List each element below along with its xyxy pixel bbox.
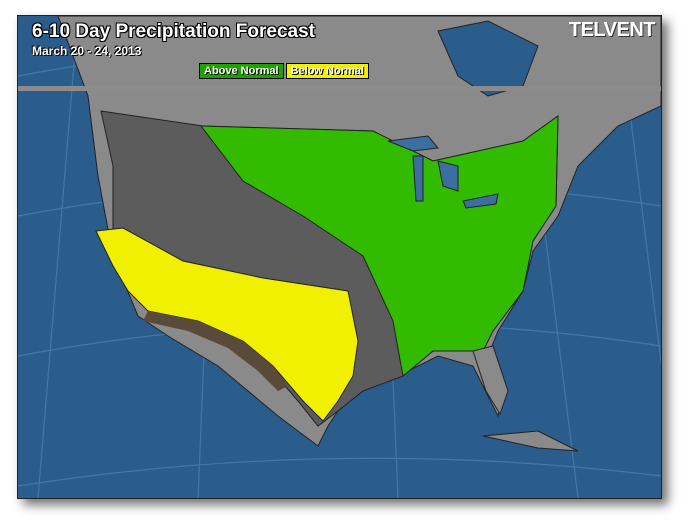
great-lakes [387,135,499,209]
map [18,16,661,498]
region-below-normal [95,227,359,422]
legend: Above Normal Below Normal [199,63,369,79]
gray-band [18,86,661,91]
mexico-border-strip [143,311,288,391]
cuba [482,430,579,452]
legend-below-normal: Below Normal [285,63,369,79]
map-title: 6-10 Day Precipitation Forecast [32,21,315,42]
legend-above-normal: Above Normal [199,63,284,79]
forecast-map-frame: 6-10 Day Precipitation Forecast March 20… [17,15,662,499]
date-range: March 20 - 24, 2013 [32,44,142,58]
florida [472,345,509,416]
region-above-normal [199,115,559,377]
telvent-logo: TELVENT [568,19,656,41]
